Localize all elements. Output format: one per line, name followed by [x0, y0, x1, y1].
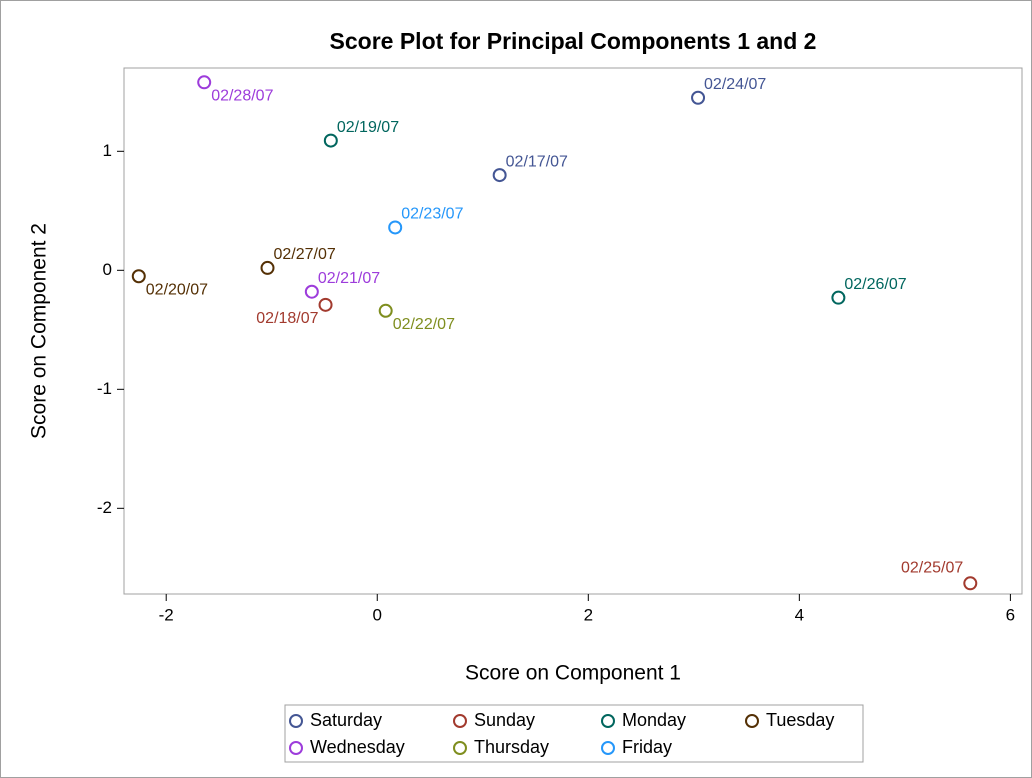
- point: [197, 75, 212, 90]
- x-tick-label: 6: [1006, 605, 1015, 624]
- x-tick-label: 0: [373, 605, 382, 624]
- plot-area: [123, 67, 1023, 595]
- legend-symbol: [453, 741, 467, 755]
- legend-label: Saturday: [310, 710, 382, 730]
- y-tick-label: -2: [97, 498, 112, 517]
- point-label: 02/27/07: [274, 246, 336, 263]
- point: [304, 284, 319, 299]
- y-tick-label: 0: [103, 260, 112, 279]
- point: [323, 133, 338, 148]
- point: [691, 90, 706, 105]
- point: [318, 297, 333, 312]
- legend-box: [284, 704, 864, 763]
- legend-symbol: [745, 714, 759, 728]
- legend-symbol: [601, 714, 615, 728]
- point: [492, 168, 507, 183]
- legend-symbol: [289, 714, 303, 728]
- y-axis-label: Score on Component 2: [28, 223, 51, 439]
- point-label: 02/19/07: [337, 119, 399, 136]
- point: [831, 290, 846, 305]
- legend-label: Sunday: [474, 710, 535, 730]
- point-label: 02/24/07: [704, 76, 766, 93]
- point-label: 02/28/07: [211, 87, 273, 104]
- point-label: 02/23/07: [401, 206, 463, 223]
- legend-label: Monday: [622, 710, 686, 730]
- legend-label: Thursday: [474, 737, 549, 757]
- point-label: 02/20/07: [146, 281, 208, 298]
- point-label: 02/25/07: [901, 560, 963, 577]
- x-tick-label: 4: [795, 605, 804, 624]
- x-tick-label: 2: [584, 605, 593, 624]
- point: [388, 220, 403, 235]
- legend-label: Tuesday: [766, 710, 834, 730]
- legend-label: Friday: [622, 737, 672, 757]
- point-label: 02/26/07: [844, 276, 906, 293]
- point: [131, 269, 146, 284]
- legend-label: Wednesday: [310, 737, 405, 757]
- point-label: 02/21/07: [318, 270, 380, 287]
- legend-symbol: [601, 741, 615, 755]
- point: [260, 260, 275, 275]
- point-label: 02/18/07: [256, 310, 318, 327]
- y-tick-label: 1: [103, 141, 112, 160]
- y-tick-label: -1: [97, 379, 112, 398]
- x-tick-label: -2: [159, 605, 174, 624]
- legend-symbol: [453, 714, 467, 728]
- point: [378, 303, 393, 318]
- point: [963, 576, 978, 591]
- chart-title: Score Plot for Principal Components 1 an…: [330, 28, 817, 54]
- legend-symbol: [289, 741, 303, 755]
- point-label: 02/22/07: [393, 316, 455, 333]
- x-axis-label: Score on Component 1: [465, 662, 681, 685]
- point-label: 02/17/07: [506, 153, 568, 170]
